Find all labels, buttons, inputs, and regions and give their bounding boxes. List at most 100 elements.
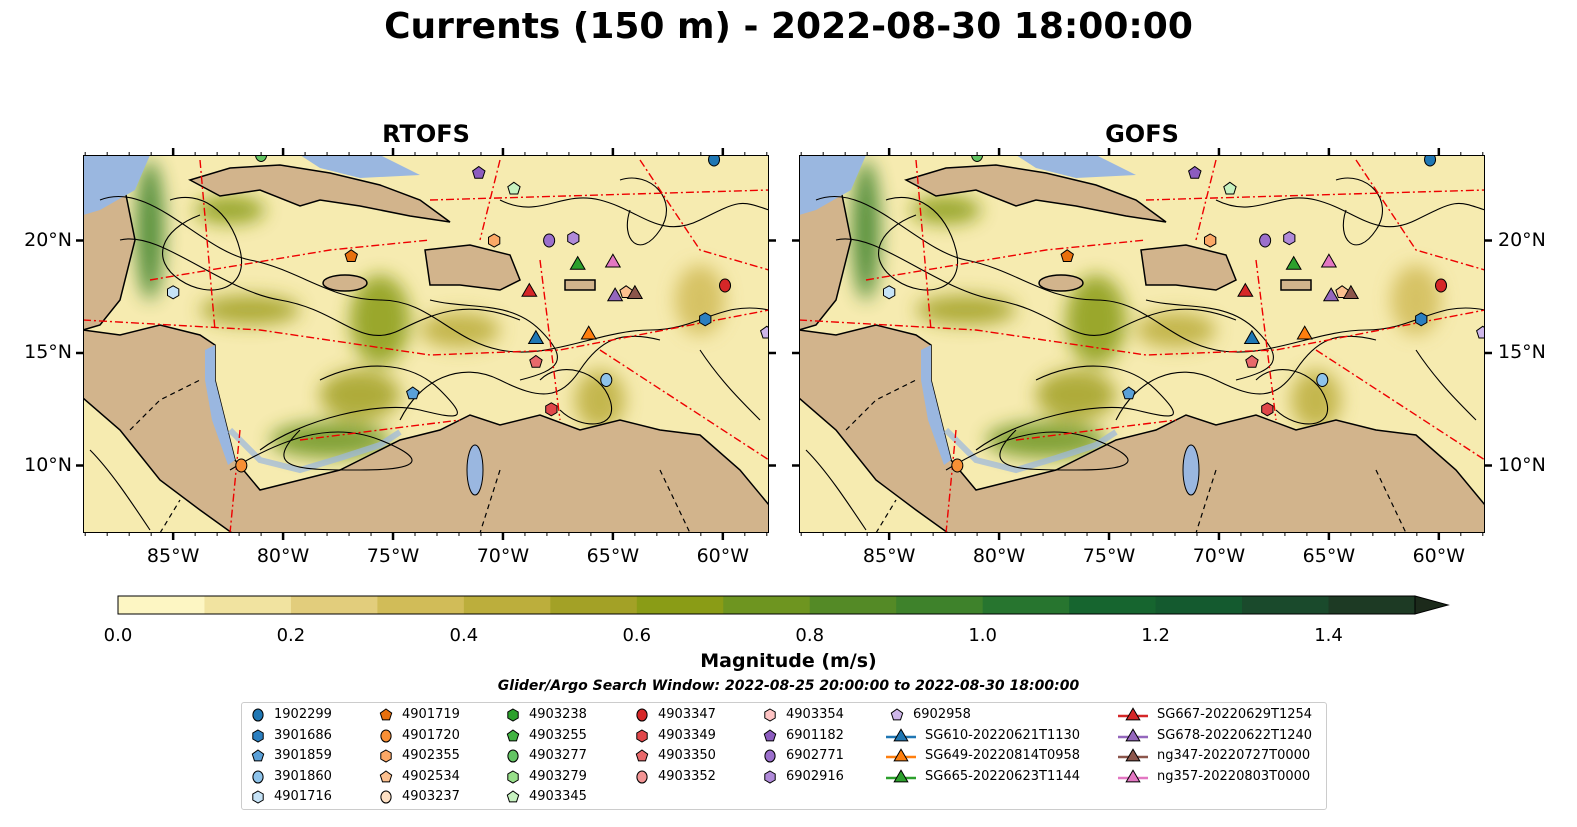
argo-float-marker — [1414, 311, 1427, 326]
circle-marker-icon — [507, 749, 519, 763]
legend-label: 4903350 — [658, 748, 716, 763]
pentagon-marker-icon — [506, 790, 520, 803]
colorbar-tick-label: 1.2 — [1141, 625, 1170, 646]
argo-float-marker — [1244, 354, 1259, 368]
pentagon-marker-icon — [251, 749, 265, 762]
y-tick-label: 15°N — [1498, 341, 1546, 363]
legend-label: 6902916 — [786, 768, 844, 784]
glider-marker — [1322, 286, 1339, 301]
triangle-marker-icon — [1118, 748, 1148, 762]
gofs-map — [799, 155, 1485, 533]
pentagon-marker-icon — [506, 728, 520, 741]
y-tick-label: 15°N — [24, 341, 72, 363]
argo-float-marker — [618, 284, 633, 298]
circle-marker-icon — [636, 770, 648, 783]
x-tick-label: 70°W — [476, 545, 530, 567]
argo-float-marker — [1475, 325, 1484, 338]
legend-label: 4902355 — [402, 748, 460, 763]
glider-marker — [604, 252, 621, 267]
x-tick-label: 80°W — [972, 545, 1026, 567]
argo-float-marker — [1282, 230, 1295, 245]
legend-label: 4902534 — [402, 768, 460, 784]
legend: 1902299 3901686 3901859 3901860 4901716 49017… — [241, 702, 1327, 810]
glider-marker — [626, 284, 643, 299]
argo-float-marker — [882, 284, 895, 299]
argo-float-marker — [759, 325, 768, 338]
circle-marker-icon — [636, 708, 648, 722]
colorbar-tick-label: 0.2 — [276, 625, 306, 646]
hexagon-marker-icon — [507, 769, 519, 784]
hexagon-marker-icon — [252, 790, 264, 804]
glider-marker — [1236, 282, 1254, 297]
argo-float-marker — [566, 230, 579, 245]
triangle-marker-icon — [1118, 727, 1148, 741]
colorbar-tick-label: 1.4 — [1314, 625, 1343, 646]
legend-label: 4903279 — [529, 768, 587, 784]
glider-marker — [1296, 324, 1313, 339]
colorbar-bin — [1328, 596, 1416, 614]
legend-label: 6902771 — [786, 748, 844, 763]
argo-float-marker — [1203, 232, 1216, 248]
x-tick-label: 60°W — [1412, 545, 1466, 567]
colorbar-label: Magnitude (m/s) — [700, 650, 877, 672]
legend-label: 6901182 — [786, 727, 844, 743]
x-tick-label: 65°W — [1302, 545, 1356, 567]
glider-marker — [1243, 329, 1260, 344]
legend-label: SG610-20220621T1130 — [925, 727, 1081, 743]
hexagon-marker-icon — [252, 728, 264, 743]
argo-float-marker — [254, 156, 267, 162]
legend-label: 4901716 — [274, 789, 332, 804]
legend-label: 6902958 — [913, 707, 971, 722]
legend-label: 3901860 — [274, 768, 332, 784]
search-window-text: Glider/Argo Search Window: 2022-08-25 20… — [497, 678, 1080, 694]
colorbar-bin — [204, 596, 292, 614]
argo-float-marker — [544, 401, 557, 416]
x-tick-label: 75°W — [366, 545, 420, 567]
argo-float-marker — [1315, 372, 1328, 387]
legend-label: 4903277 — [529, 748, 587, 763]
pentagon-marker-icon — [635, 749, 649, 762]
gofs-panel-title: GOFS — [1105, 120, 1179, 148]
pentagon-marker-icon — [379, 769, 393, 782]
argo-float-marker — [599, 372, 612, 387]
y-tick-label: 10°N — [24, 453, 72, 476]
legend-label: 4901719 — [402, 707, 460, 722]
argo-float-marker — [1187, 165, 1202, 179]
x-tick-label: 80°W — [256, 545, 310, 567]
argo-float-marker — [707, 156, 720, 166]
colorbar-bin — [1069, 596, 1157, 614]
colorbar-bin — [896, 596, 984, 614]
argo-float-marker — [1434, 278, 1447, 292]
legend-label: 1902299 — [274, 707, 332, 722]
rtofs-map — [83, 155, 769, 533]
legend-label: 4903352 — [658, 768, 716, 784]
legend-label: ng347-20220727T0000 — [1157, 748, 1311, 763]
colorbar-extend-arrow — [1414, 595, 1450, 615]
hexagon-marker-icon — [636, 728, 648, 743]
colorbar-bin — [636, 596, 724, 614]
y-tick-label: 10°N — [1498, 453, 1546, 476]
colorbar — [117, 595, 1450, 615]
colorbar-tick-label: 0.0 — [103, 625, 133, 646]
y-tick-label: 20°N — [1498, 228, 1546, 251]
legend-label: ng357-20220803T0000 — [1157, 768, 1311, 784]
argo-float-marker — [1423, 156, 1436, 166]
glider-marker — [1320, 252, 1337, 267]
legend-label: 4903238 — [529, 707, 587, 722]
argo-float-marker — [1222, 181, 1237, 194]
glider-marker — [1342, 284, 1359, 299]
legend-label: 4903349 — [658, 727, 716, 743]
glider-marker — [569, 255, 586, 270]
triangle-marker-icon — [886, 768, 916, 782]
hexagon-marker-icon — [764, 708, 776, 722]
glider-marker — [580, 324, 597, 339]
argo-float-marker — [166, 284, 179, 299]
hexagon-marker-icon — [380, 749, 392, 763]
argo-float-marker — [344, 248, 358, 262]
argo-float-marker — [698, 311, 711, 326]
triangle-marker-icon — [1118, 707, 1148, 721]
argo-float-marker — [970, 156, 983, 162]
triangle-marker-icon — [1118, 768, 1148, 782]
glider-marker — [527, 329, 544, 344]
argo-float-marker — [1260, 401, 1273, 416]
